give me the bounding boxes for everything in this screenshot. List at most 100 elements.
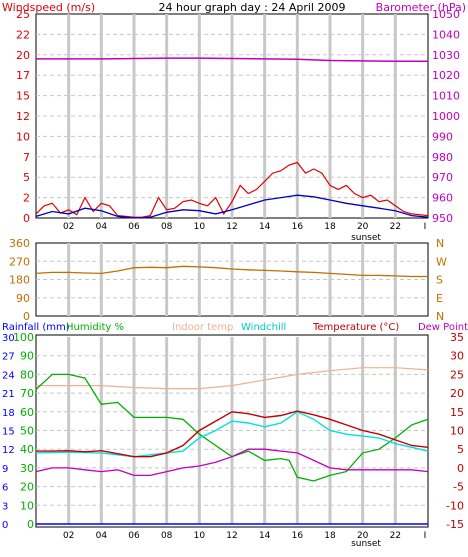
wind-tick-label: 7 [23, 151, 30, 164]
temperature-tick-label: 10 [450, 425, 464, 438]
rainfall-tick-label: 0 [2, 520, 8, 531]
humidity-tick-label: 100 [13, 331, 34, 344]
wind-average-series [35, 194, 429, 219]
rainfall-tick-label: 24 [2, 370, 15, 381]
wind-tick-label: 17 [16, 69, 30, 82]
rainfall-tick-label: 12 [2, 445, 15, 456]
wind-tick-label: 20 [16, 49, 30, 62]
hour-tick-label: 20 [357, 222, 369, 232]
humidity-tick-label: 40 [20, 443, 34, 456]
hour-tick-label: 04 [96, 222, 108, 232]
hour-tick-label: 22 [390, 222, 401, 232]
direction-tick-label: 360 [9, 237, 30, 250]
sunset-marker-bottom: sunset [351, 539, 381, 549]
barometer-series [36, 57, 428, 63]
hour-tick-label: 08 [161, 531, 173, 541]
compass-tick-label: S [436, 274, 443, 287]
barometer-tick-label: 1010 [432, 90, 460, 103]
hour-tick-label: 10 [194, 531, 206, 541]
humidity-tick-label: 20 [20, 481, 34, 494]
hour-tick-label: 06 [128, 222, 140, 232]
rainfall-tick-label: 27 [2, 352, 15, 363]
rainfall-tick-label: 21 [2, 389, 15, 400]
hour-tick-label: 08 [161, 222, 173, 232]
compass-tick-label: N [436, 310, 444, 323]
humidity-tick-label: 80 [20, 368, 34, 381]
temperature-tick-label: 30 [450, 350, 464, 363]
humidity-series [35, 373, 429, 482]
temperature-tick-label: 5 [457, 443, 464, 456]
sunset-marker: sunset [351, 233, 381, 243]
direction-tick-label: 90 [16, 292, 30, 305]
humidity-tick-label: 30 [20, 462, 34, 475]
temperature-tick-label: -10 [446, 499, 464, 512]
temperature-tick-label: 20 [450, 387, 464, 400]
rainfall-tick-label: 18 [2, 408, 15, 419]
humidity-tick-label: 70 [20, 387, 34, 400]
compass-tick-label: N [436, 237, 444, 250]
legend-humidity: Humidity % [66, 322, 124, 333]
barometer-tick-label: 960 [432, 192, 453, 205]
barometer-tick-label: 1040 [432, 28, 460, 41]
humidity-tick-label: 0 [27, 518, 34, 531]
hour-tick-label: 10 [194, 222, 206, 232]
legend-rainfall: Rainfall (mm) [2, 322, 70, 333]
hour-tick-label: 02 [63, 222, 74, 232]
barometer-tick-label: 970 [432, 171, 453, 184]
barometer-tick-label: 1030 [432, 49, 460, 62]
legend-temperature: Temperature (°C) [312, 322, 399, 333]
barometer-tick-label: 1000 [432, 110, 460, 123]
temperature-tick-label: -5 [453, 481, 464, 494]
hour-tick-label: 18 [324, 531, 336, 541]
direction-tick-label: 0 [23, 310, 30, 323]
hour-tick-label: 20 [357, 531, 369, 541]
hour-tick-label: 12 [226, 531, 237, 541]
hour-tick-label: 16 [292, 531, 304, 541]
humidity-tick-label: 90 [20, 350, 34, 363]
compass-tick-label: W [436, 255, 447, 268]
hour-tick-label: 12 [226, 222, 237, 232]
wind-tick-label: 25 [16, 8, 30, 21]
dewpoint-series [35, 448, 429, 477]
graph-title: 24 hour graph day : 24 April 2009 [159, 1, 346, 14]
temperature-tick-label: 25 [450, 368, 464, 381]
direction-tick-label: 180 [9, 274, 30, 287]
rainfall-tick-label: 3 [2, 501, 8, 512]
direction-tick-label: 270 [9, 255, 30, 268]
wind-tick-label: 0 [23, 212, 30, 225]
hour-tick-label: 02 [63, 531, 74, 541]
hour-tick-label: 14 [259, 222, 271, 232]
compass-tick-label: E [436, 292, 443, 305]
wind-tick-label: 22 [16, 28, 30, 41]
temperature-tick-label: 15 [450, 406, 464, 419]
wind-gust-series [35, 161, 429, 218]
humidity-tick-label: 10 [20, 499, 34, 512]
wind-tick-label: 15 [16, 90, 30, 103]
hour-tick-label: 18 [324, 222, 336, 232]
legend-indoor: Indoor temp [172, 322, 233, 333]
windspeed-axis-label: Windspeed (m/s) [2, 1, 95, 14]
barometer-tick-label: 950 [432, 212, 453, 225]
barometer-axis-label: Barometer (hPa) [376, 1, 466, 14]
rainfall-tick-label: 15 [2, 427, 15, 438]
temperature-tick-label: 0 [457, 462, 464, 475]
wind-tick-label: 2 [23, 192, 30, 205]
rainfall-tick-label: 30 [2, 333, 15, 344]
humidity-tick-label: 60 [20, 406, 34, 419]
end-marker: I [424, 222, 427, 232]
end-marker-bottom: I [424, 531, 427, 541]
barometer-tick-label: 1020 [432, 69, 460, 82]
indoor-temp-series [36, 367, 429, 390]
temperature-series [36, 410, 429, 458]
hour-tick-label: 04 [96, 531, 108, 541]
hour-tick-label: 22 [390, 531, 401, 541]
wind-tick-label: 12 [16, 110, 30, 123]
wind-direction-series [35, 265, 428, 278]
barometer-tick-label: 1050 [432, 8, 460, 21]
legend-windchill: Windchill [241, 322, 286, 333]
temperature-tick-label: -15 [446, 518, 464, 531]
barometer-tick-label: 990 [432, 130, 453, 143]
barometer-tick-label: 980 [432, 151, 453, 164]
